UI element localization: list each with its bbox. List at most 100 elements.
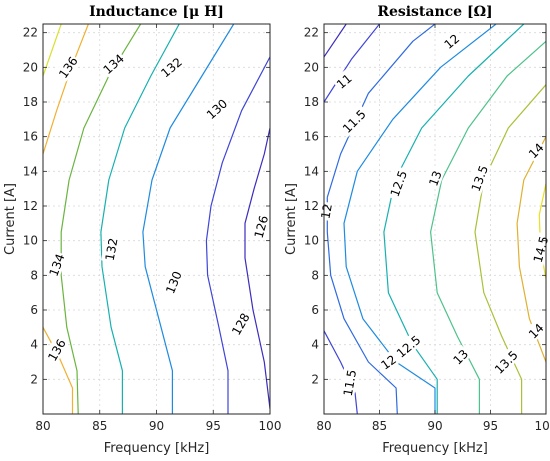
contour-label-text: 14.5 bbox=[531, 235, 550, 264]
contour-label-text: 11.5 bbox=[341, 369, 359, 398]
y-tick-label: 2 bbox=[30, 372, 38, 386]
grid-lines bbox=[324, 24, 546, 414]
contour-label: 134 bbox=[44, 250, 68, 280]
contour-label: 134 bbox=[98, 49, 128, 78]
y-tick-label: 12 bbox=[23, 199, 38, 213]
contour-label-text: 12 bbox=[442, 31, 463, 52]
contour-label-text: 14 bbox=[526, 141, 547, 162]
contour-line-10-5 bbox=[324, 24, 347, 58]
y-tick-label: 10 bbox=[304, 234, 319, 248]
y-tick-label: 22 bbox=[23, 26, 38, 40]
contour-label-text: 132 bbox=[103, 237, 121, 262]
y-tick-label: 20 bbox=[304, 60, 319, 74]
contour-label-text: 14 bbox=[526, 321, 547, 342]
y-tick-label: 16 bbox=[23, 130, 38, 144]
y-tick-label: 4 bbox=[311, 338, 319, 352]
resistance-contour-panel: 111211.511.5121212.512.5131313.513.51414… bbox=[284, 4, 550, 456]
contour-label-text: 130 bbox=[204, 96, 230, 122]
y-tick-label: 2 bbox=[311, 372, 319, 386]
x-tick-label: 85 bbox=[372, 419, 387, 433]
contour-line-12-5 bbox=[383, 24, 525, 414]
contour-label: 12 bbox=[316, 200, 335, 222]
x-tick-label: 100 bbox=[535, 419, 550, 433]
y-tick-label: 20 bbox=[23, 60, 38, 74]
contour-line-136 bbox=[43, 24, 89, 155]
contour-labels: 111211.511.5121212.512.5131313.513.51414… bbox=[316, 29, 550, 400]
contour-label: 11.5 bbox=[338, 365, 359, 400]
contour-label: 130 bbox=[161, 267, 185, 297]
y-tick-label: 6 bbox=[311, 303, 319, 317]
y-tick-label: 14 bbox=[304, 164, 319, 178]
y-tick-label: 16 bbox=[304, 130, 319, 144]
y-tick-label: 10 bbox=[23, 234, 38, 248]
y-tick-label: 12 bbox=[304, 199, 319, 213]
chart-title: Inductance [μ H] bbox=[89, 4, 224, 20]
contour-label: 128 bbox=[227, 309, 253, 339]
contour-line-136 bbox=[43, 327, 74, 414]
contour-label-text: 13 bbox=[426, 169, 444, 188]
x-axis-label: Frequency [kHz] bbox=[382, 441, 488, 456]
contour-line-13 bbox=[430, 40, 546, 414]
contour-label: 13 bbox=[424, 167, 445, 190]
y-tick-label: 14 bbox=[23, 164, 38, 178]
axis-ticks: 80 85 90 95 100 2 4 6 8 10 12 14 16 18 20 22 bbox=[304, 24, 550, 433]
contour-label-text: 13 bbox=[451, 347, 472, 368]
y-tick-label: 18 bbox=[23, 95, 38, 109]
contour-label-text: 134 bbox=[101, 51, 127, 77]
contour-line-13-5 bbox=[474, 84, 546, 414]
chart-title: Resistance [Ω] bbox=[377, 4, 492, 20]
y-tick-label: 6 bbox=[30, 303, 38, 317]
contour-label: 14 bbox=[523, 318, 548, 343]
y-axis-label: Current [A] bbox=[284, 183, 299, 255]
contour-line-130 bbox=[142, 24, 235, 414]
x-tick-label: 85 bbox=[92, 419, 107, 433]
contour-label: 130 bbox=[202, 94, 231, 123]
contour-line-11-5 bbox=[326, 197, 398, 414]
contour-label: 11.5 bbox=[337, 104, 371, 138]
contour-label-text: 11 bbox=[334, 71, 355, 92]
contour-label-text: 13.5 bbox=[469, 164, 491, 194]
contour-label: 14 bbox=[523, 138, 548, 162]
x-tick-label: 80 bbox=[35, 419, 50, 433]
x-tick-label: 95 bbox=[483, 419, 498, 433]
x-axis-label: Frequency [kHz] bbox=[104, 441, 210, 456]
y-tick-label: 4 bbox=[30, 338, 38, 352]
contour-label: 13 bbox=[448, 344, 472, 369]
contour-line-128 bbox=[205, 56, 270, 414]
contour-labels: 126 128 130 130 132 132 134 134 136 136 bbox=[43, 49, 271, 365]
x-tick-label: 80 bbox=[316, 419, 331, 433]
y-tick-label: 8 bbox=[30, 268, 38, 282]
contour-label: 132 bbox=[101, 235, 121, 263]
contour-label: 13.5 bbox=[466, 160, 492, 196]
contour-label: 14.5 bbox=[528, 231, 550, 267]
contour-line-132 bbox=[100, 24, 180, 414]
contour-line-12 bbox=[343, 24, 497, 414]
y-tick-label: 18 bbox=[304, 95, 319, 109]
contour-label: 13.5 bbox=[489, 345, 523, 379]
contour-line-11 bbox=[324, 24, 380, 103]
x-tick-label: 90 bbox=[149, 419, 164, 433]
y-tick-label: 8 bbox=[311, 268, 319, 282]
x-tick-label: 90 bbox=[427, 419, 442, 433]
contour-line-11-5 bbox=[326, 24, 436, 198]
axis-ticks: 80 85 90 95 100 2 4 6 8 10 12 14 16 18 20 22 bbox=[23, 24, 282, 433]
y-tick-label: 22 bbox=[304, 26, 319, 40]
contour-label-text: 132 bbox=[158, 55, 185, 80]
x-tick-label: 100 bbox=[259, 419, 282, 433]
contour-label-text: 12.5 bbox=[388, 169, 410, 199]
grid-lines bbox=[43, 24, 270, 414]
contour-label-text: 134 bbox=[47, 252, 68, 278]
contour-label-text: 12 bbox=[318, 203, 334, 220]
y-axis-label: Current [A] bbox=[3, 183, 18, 255]
contour-label: 136 bbox=[43, 335, 69, 365]
contour-label: 126 bbox=[249, 212, 271, 241]
contour-label: 11 bbox=[331, 69, 356, 93]
x-tick-label: 95 bbox=[206, 419, 221, 433]
contour-label-text: 130 bbox=[163, 269, 185, 295]
contour-label-text: 126 bbox=[252, 214, 271, 240]
contour-label-text: 136 bbox=[56, 54, 81, 81]
contour-line-126 bbox=[244, 127, 270, 409]
contour-line-134 bbox=[60, 24, 142, 414]
